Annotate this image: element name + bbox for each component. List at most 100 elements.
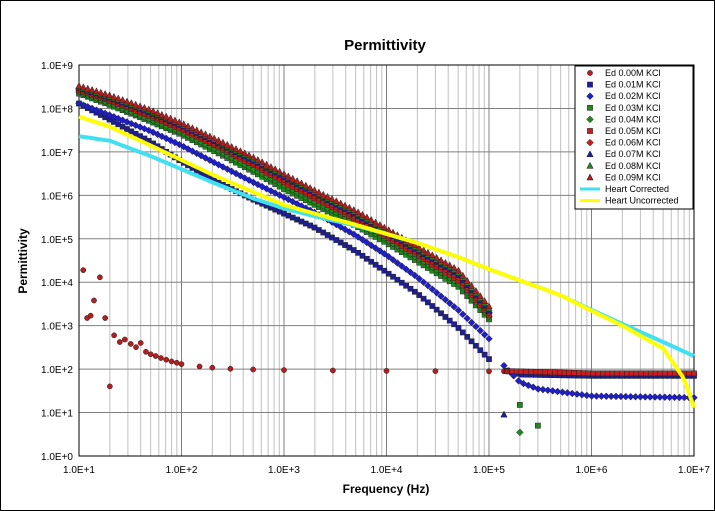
data-point	[232, 145, 240, 152]
data-point	[136, 123, 144, 131]
data-point	[586, 161, 594, 169]
data-point	[609, 370, 616, 377]
data-point	[385, 270, 392, 277]
series-0	[80, 267, 697, 390]
data-point	[368, 258, 375, 265]
data-point	[412, 288, 418, 295]
data-point	[267, 162, 275, 170]
data-point	[576, 370, 582, 376]
data-point	[289, 174, 297, 182]
data-point	[528, 368, 534, 375]
data-point	[302, 181, 310, 189]
data-point	[537, 369, 544, 375]
data-point	[670, 393, 679, 402]
data-point	[586, 92, 594, 100]
data-point	[454, 266, 463, 274]
data-point	[518, 368, 525, 375]
data-point	[638, 370, 645, 377]
data-point	[389, 256, 397, 264]
data-point	[276, 167, 284, 175]
data-point	[143, 348, 149, 355]
data-point	[332, 197, 340, 204]
data-point	[441, 295, 450, 304]
data-point	[686, 370, 693, 377]
data-point	[500, 361, 508, 370]
data-point	[132, 100, 140, 108]
data-point	[407, 285, 414, 292]
data-point	[535, 422, 541, 429]
data-point	[97, 88, 105, 96]
legend-label: Ed 0.06M KCl	[605, 138, 661, 148]
data-point	[586, 115, 594, 124]
data-point	[624, 370, 630, 377]
data-point	[102, 315, 109, 321]
data-point	[459, 310, 467, 319]
data-point	[363, 238, 371, 247]
legend-item: Ed 0.07M KCl	[586, 149, 661, 159]
data-point	[193, 126, 201, 134]
data-point	[123, 97, 131, 105]
data-point	[227, 167, 236, 176]
data-point	[619, 370, 625, 377]
y-tick-label: 1.0E+6	[41, 191, 73, 202]
x-tick-label: 1.0E+6	[576, 465, 608, 476]
data-point	[646, 393, 654, 401]
data-point	[254, 155, 262, 163]
data-point	[454, 306, 463, 315]
legend-label: Ed 0.05M KCl	[605, 126, 661, 136]
data-point	[516, 428, 524, 437]
legend-label: Ed 0.09M KCl	[605, 172, 661, 182]
data-point	[88, 104, 96, 113]
data-point	[500, 410, 508, 418]
data-point	[424, 281, 432, 290]
data-point	[372, 261, 379, 268]
data-point	[675, 393, 684, 402]
legend-label: Ed 0.02M KCl	[605, 91, 661, 101]
data-point	[376, 247, 384, 255]
data-point	[480, 330, 489, 339]
data-point	[586, 173, 594, 181]
data-point	[441, 258, 449, 266]
data-point	[691, 370, 697, 377]
data-point	[196, 363, 203, 370]
chart-title: Permittivity	[344, 37, 426, 54]
data-point	[419, 246, 428, 254]
legend-label: Heart Uncorrected	[605, 196, 679, 206]
data-point	[153, 108, 162, 116]
legend-item: Ed 0.08M KCl	[586, 161, 661, 171]
data-point	[175, 140, 184, 149]
series-layer	[75, 81, 698, 437]
data-point	[79, 83, 87, 91]
data-point	[330, 367, 336, 374]
data-point	[532, 369, 539, 375]
y-tick-label: 1.0E+9	[41, 61, 73, 72]
data-point	[476, 326, 485, 335]
data-point	[214, 160, 223, 169]
data-point	[390, 273, 396, 280]
data-point	[140, 103, 149, 111]
data-point	[523, 368, 530, 375]
data-point	[553, 387, 562, 396]
data-point	[578, 391, 586, 399]
y-tick-label: 1.0E+4	[41, 278, 73, 289]
data-point	[403, 282, 409, 289]
data-point	[363, 213, 371, 221]
data-point	[171, 116, 179, 124]
legend-item: Heart Corrected	[580, 184, 669, 194]
data-point	[241, 149, 249, 157]
data-point	[354, 208, 362, 216]
data-point	[158, 132, 166, 141]
data-point	[503, 367, 511, 374]
data-point	[548, 387, 557, 395]
series-line	[78, 114, 696, 409]
data-point	[485, 334, 493, 343]
data-point	[184, 122, 192, 129]
y-axis-title: Permittivity	[16, 228, 30, 294]
data-point	[376, 221, 384, 228]
data-point	[597, 392, 606, 400]
data-point	[358, 210, 367, 218]
data-point	[481, 351, 488, 358]
data-point	[380, 223, 388, 231]
